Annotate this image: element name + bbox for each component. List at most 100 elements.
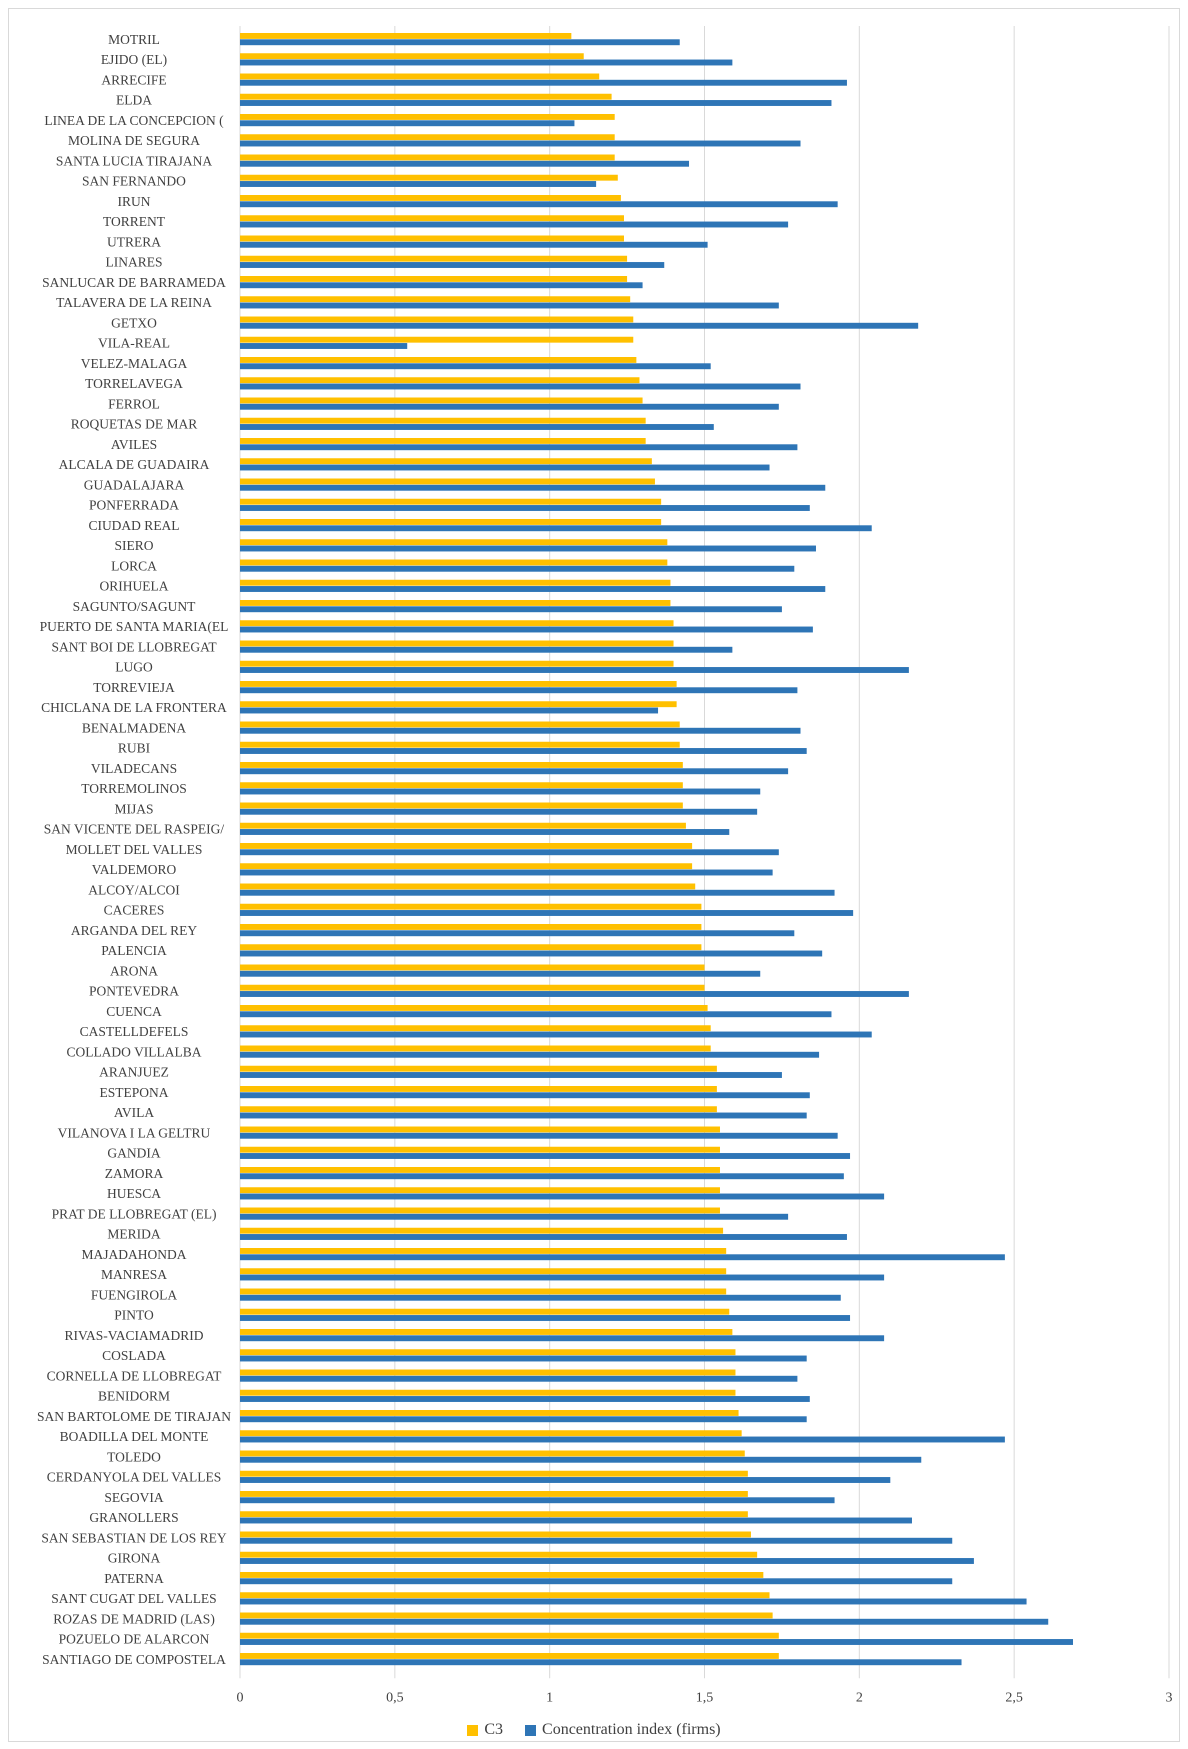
bar-concentration-index	[240, 1618, 1049, 1625]
bar-c3	[240, 458, 652, 465]
category-label: COLLADO VILLALBA	[66, 1044, 201, 1059]
category-label: GUADALAJARA	[84, 477, 185, 492]
category-label: MERIDA	[107, 1227, 160, 1242]
bar-c3	[240, 1349, 736, 1356]
bar-concentration-index	[240, 262, 665, 268]
category-label: ARRECIFE	[101, 72, 166, 87]
bar-concentration-index	[240, 505, 810, 511]
bar-concentration-index	[240, 707, 659, 714]
bar-c3	[240, 822, 686, 829]
x-tick-label: 1	[546, 1690, 553, 1705]
bar-concentration-index	[240, 1193, 885, 1200]
bar-c3	[240, 1410, 739, 1416]
bar-concentration-index	[240, 1659, 962, 1666]
bar-c3	[240, 235, 624, 242]
category-label: SEGOVIA	[104, 1490, 163, 1505]
category-label: SANT CUGAT DEL VALLES	[51, 1591, 216, 1606]
category-label: BOADILLA DEL MONTE	[60, 1429, 209, 1444]
bar-concentration-index	[240, 950, 823, 957]
bar-c3	[240, 1308, 730, 1315]
category-label: IRUN	[118, 194, 151, 209]
bar-concentration-index	[240, 282, 643, 289]
category-labels: MOTRIL EJIDO (EL) ARRECIFE ELDA LINEA DE LA …	[37, 32, 231, 1667]
category-label: CIUDAD REAL	[88, 518, 179, 533]
bar-c3	[240, 1126, 720, 1133]
bars-group	[240, 33, 1074, 1666]
bar-c3	[240, 397, 643, 404]
bar-concentration-index	[240, 1031, 872, 1038]
bar-concentration-index	[240, 79, 847, 86]
bar-c3	[240, 1167, 720, 1173]
bar-concentration-index	[240, 302, 779, 309]
bar-c3	[240, 1065, 717, 1072]
bar-concentration-index	[240, 39, 680, 46]
category-label: ZAMORA	[105, 1166, 164, 1181]
category-label: SAN FERNANDO	[82, 174, 186, 189]
category-label: FUENGIROLA	[91, 1287, 177, 1302]
bar-c3	[240, 296, 631, 303]
bar-concentration-index	[240, 991, 909, 997]
category-label: AVILES	[111, 437, 157, 452]
category-label: ALCOY/ALCOI	[88, 882, 180, 897]
bar-concentration-index	[240, 1051, 820, 1058]
bar-concentration-index	[240, 1497, 835, 1504]
legend: C3 Concentration index (firms)	[0, 1718, 1188, 1742]
category-label: PINTO	[114, 1308, 154, 1323]
bar-concentration-index	[240, 1092, 810, 1099]
bar-concentration-index	[240, 626, 813, 633]
bar-c3	[240, 681, 677, 687]
category-label: ELDA	[116, 93, 152, 108]
bar-concentration-index	[240, 221, 789, 228]
bar-concentration-index	[240, 727, 801, 734]
category-label: PONTEVEDRA	[89, 984, 179, 999]
bar-concentration-index	[240, 1578, 953, 1585]
bar-c3	[240, 316, 634, 323]
bar-concentration-index	[240, 363, 711, 370]
category-label: CERDANYOLA DEL VALLES	[47, 1470, 222, 1485]
bar-c3	[240, 600, 671, 606]
bar-concentration-index	[240, 1132, 838, 1139]
bar-concentration-index	[240, 1335, 885, 1342]
category-label: MOLLET DEL VALLES	[66, 842, 203, 857]
bar-c3	[240, 762, 683, 768]
bar-concentration-index	[240, 403, 779, 410]
bar-c3	[240, 741, 680, 748]
category-label: VILANOVA I LA GELTRU	[58, 1125, 211, 1140]
category-label: SIERO	[114, 538, 153, 553]
category-label: TORREVIEJA	[93, 680, 175, 695]
bar-c3	[240, 1572, 764, 1578]
category-label: SAN VICENTE DEL RASPEIG/	[44, 822, 225, 837]
bar-concentration-index	[240, 646, 733, 653]
category-label: ARONA	[110, 963, 158, 978]
bar-concentration-index	[240, 748, 807, 754]
bar-concentration-index	[240, 100, 832, 106]
category-label: UTRERA	[107, 234, 161, 249]
bar-c3	[240, 357, 637, 363]
bar-c3	[240, 1329, 733, 1335]
bar-c3	[240, 1227, 724, 1234]
bar-concentration-index	[240, 1436, 1005, 1443]
bar-concentration-index	[240, 606, 782, 613]
category-label: PRAT DE LLOBREGAT (EL)	[52, 1206, 217, 1221]
category-label: FERROL	[108, 396, 160, 411]
category-label: GETXO	[111, 315, 157, 330]
category-label: VILADECANS	[91, 761, 177, 776]
category-label: PONFERRADA	[89, 498, 179, 513]
bar-c3	[240, 903, 702, 910]
bar-c3	[240, 1288, 727, 1295]
category-label: SANTIAGO DE COMPOSTELA	[42, 1652, 226, 1667]
bar-c3	[240, 1086, 717, 1092]
bar-c3	[240, 1369, 736, 1376]
bar-concentration-index	[240, 910, 854, 916]
category-label: MOTRIL	[108, 32, 160, 47]
category-label: VALDEMORO	[92, 862, 177, 877]
category-label: BENALMADENA	[82, 720, 186, 735]
bar-concentration-index	[240, 343, 408, 349]
bar-c3	[240, 863, 693, 870]
bar-concentration-index	[240, 120, 575, 127]
bar-concentration-index	[240, 1598, 1027, 1605]
bar-concentration-index	[240, 1537, 953, 1544]
bar-concentration-index	[240, 181, 597, 187]
category-label: PATERNA	[104, 1571, 164, 1586]
